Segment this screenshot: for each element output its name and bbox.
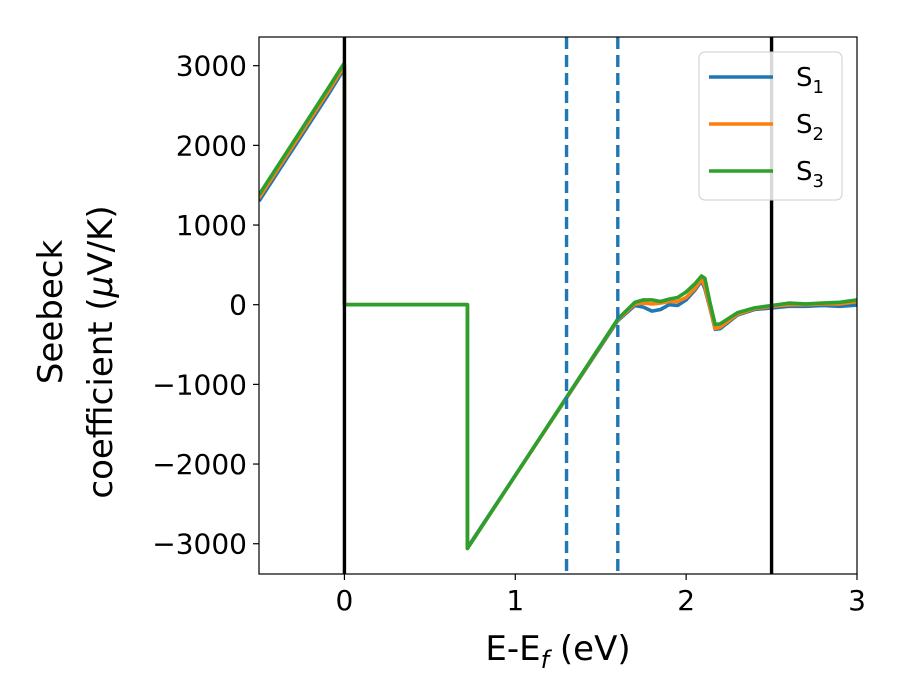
legend-box [698,51,843,201]
y-axis-label-line2: coefficient (μV/K) [81,205,121,498]
x-tick-label: 0 [336,584,354,617]
x-axis-label: E-Ef (eV) [485,629,630,674]
legend-label-s1: S1 [796,63,824,98]
y-tick-label: 2000 [176,129,247,162]
legend-label-s2: S2 [796,110,824,145]
axis-ticks: 0 1 2 3 −3000 −2000 −1000 0 1000 2000 3000 [152,50,866,617]
y-tick-label: 1000 [176,209,247,242]
y-axis-label-line1: Seebeck [31,240,71,385]
x-tick-label: 2 [677,584,695,617]
y-tick-label: −2000 [152,448,247,481]
y-tick-label: −3000 [152,528,247,561]
y-tick-label: 3000 [176,50,247,83]
x-tick-label: 3 [848,584,866,617]
plot-frame [258,36,858,575]
y-tick-label: 0 [229,289,247,322]
legend-label-s3: S3 [796,157,824,192]
x-tick-label: 1 [506,584,524,617]
legend: S1 S2 S3 [698,51,843,201]
y-tick-label: −1000 [152,368,247,401]
